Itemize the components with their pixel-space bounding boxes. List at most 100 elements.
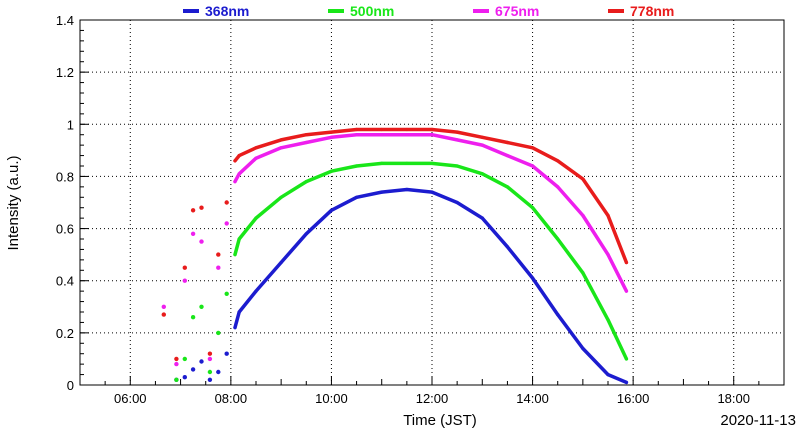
data-point (405, 161, 409, 165)
data-point (556, 185, 560, 189)
data-point (254, 289, 258, 293)
data-point (480, 135, 484, 139)
data-point (581, 271, 585, 275)
data-point (624, 380, 629, 384)
data-point (606, 253, 610, 257)
series-line-675nm (233, 132, 629, 293)
x-tick-label: 16:00 (617, 391, 650, 406)
data-point (237, 310, 241, 314)
data-point (455, 200, 459, 205)
data-point (606, 373, 610, 377)
date-label: 2020-11-13 (720, 412, 796, 429)
data-point (304, 140, 308, 145)
data-point (304, 133, 308, 137)
data-point (182, 265, 187, 270)
data-point (380, 190, 384, 194)
data-point (455, 138, 459, 142)
y-tick-label: 0.4 (56, 274, 74, 289)
x-tick-label: 08:00 (215, 391, 248, 406)
data-point (216, 265, 221, 270)
data-point (455, 164, 459, 168)
series-778nm (161, 127, 629, 362)
series-line-368nm (233, 187, 629, 385)
data-point (279, 260, 283, 265)
series-500nm (174, 161, 629, 382)
data-point (606, 318, 610, 322)
x-tick-label: 06:00 (114, 391, 147, 406)
data-point (624, 357, 629, 361)
data-point (505, 154, 509, 158)
data-point (199, 304, 204, 309)
data-point (355, 164, 359, 168)
y-tick-label: 1.4 (56, 13, 74, 28)
data-point (161, 304, 166, 309)
data-point (237, 154, 241, 158)
x-tick-label: 10:00 (315, 391, 348, 406)
data-point (207, 369, 213, 375)
data-point (216, 330, 221, 336)
data-point (190, 367, 196, 372)
data-point (182, 356, 187, 362)
y-axis-label: Intensity (a.u.) (5, 155, 22, 250)
data-point (556, 159, 560, 163)
data-point (224, 291, 229, 296)
data-point (430, 133, 434, 137)
data-point (199, 205, 204, 210)
data-point (531, 206, 535, 210)
x-axis-label: Time (JST) (403, 412, 477, 429)
data-point (233, 326, 237, 330)
data-point (329, 169, 333, 173)
grid (80, 20, 784, 385)
data-point (190, 208, 196, 213)
data-point (430, 127, 434, 132)
data-point (182, 278, 187, 283)
data-point (216, 369, 221, 375)
data-point (405, 133, 409, 137)
data-point (581, 177, 585, 181)
data-point (254, 216, 258, 220)
data-point (355, 127, 359, 132)
data-point (531, 164, 535, 168)
series-line-500nm (233, 161, 629, 361)
data-point (380, 133, 384, 137)
data-point (199, 359, 204, 364)
data-point (190, 231, 196, 236)
data-point (254, 146, 258, 150)
data-point (606, 213, 610, 218)
x-tick-label: 14:00 (516, 391, 549, 406)
data-point (182, 375, 187, 380)
data-point (405, 187, 409, 192)
data-point (329, 208, 333, 212)
y-tick-label: 1 (67, 117, 74, 132)
data-point (279, 146, 283, 150)
series-675nm (161, 132, 629, 367)
data-point (380, 161, 384, 165)
data-point (174, 361, 179, 367)
data-point (329, 130, 333, 134)
x-tick-label: 18:00 (717, 391, 750, 406)
series-368nm (174, 187, 629, 385)
data-point (161, 312, 166, 317)
data-point (199, 239, 204, 244)
plot-frame (79, 19, 785, 386)
y-tick-label: 0.2 (56, 326, 74, 341)
data-point (531, 276, 535, 280)
y-tick-label: 0 (67, 378, 74, 393)
data-point (430, 190, 434, 194)
data-point (480, 172, 484, 176)
series-line-778nm (233, 127, 629, 265)
data-point (304, 180, 308, 184)
data-point (355, 133, 359, 137)
x-tick-label: 12:00 (416, 391, 449, 406)
data-point (556, 237, 560, 241)
data-point (380, 127, 384, 132)
data-point (455, 130, 459, 134)
data-point (237, 172, 241, 176)
data-point (233, 180, 237, 184)
data-point (174, 377, 179, 382)
data-point (224, 200, 229, 205)
data-point (279, 195, 283, 199)
legend-label: 778nm (630, 3, 674, 19)
data-point (237, 237, 241, 241)
